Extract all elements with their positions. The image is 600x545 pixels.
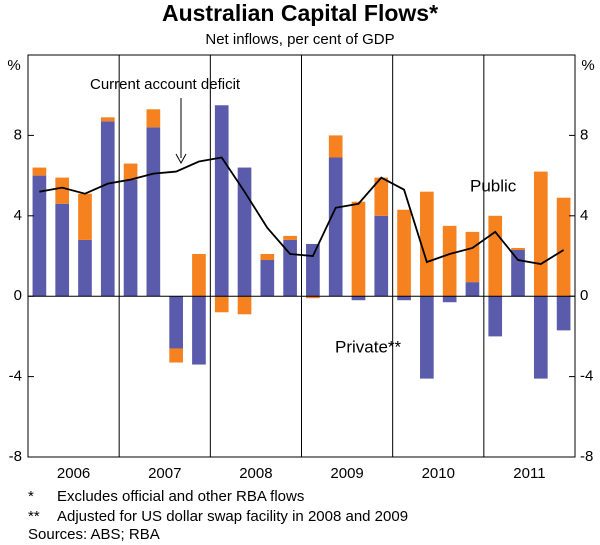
bar	[192, 253, 206, 297]
x-tick-label: 2007	[148, 465, 181, 482]
bar	[397, 296, 411, 301]
bar	[420, 296, 434, 379]
bar	[306, 296, 320, 299]
bar	[306, 243, 320, 297]
bar	[78, 239, 92, 297]
public-label: Public	[470, 176, 517, 195]
bar	[283, 235, 297, 240]
bar	[260, 260, 275, 297]
bar	[374, 177, 389, 216]
y2-tick-label: 4	[580, 207, 588, 224]
bar	[146, 109, 161, 128]
bar	[55, 177, 70, 204]
y2-tick-label: 0	[580, 287, 588, 304]
bar	[556, 296, 571, 331]
bar	[442, 296, 457, 303]
bar	[465, 231, 480, 283]
bar	[123, 163, 138, 180]
y-unit-label: %	[7, 57, 20, 74]
bar	[32, 175, 47, 297]
bar	[533, 296, 548, 379]
chart-subtitle: Net inflows, per cent of GDP	[205, 31, 394, 48]
note-mark: *	[28, 488, 34, 505]
bar	[78, 193, 92, 240]
bar	[214, 105, 229, 297]
bar	[192, 296, 206, 365]
y-tick-label: 0	[14, 287, 22, 304]
annotation-arrowhead	[175, 153, 187, 165]
bar	[488, 215, 503, 297]
bar	[146, 127, 161, 297]
bar	[32, 167, 47, 176]
bar	[488, 296, 503, 337]
bar	[100, 121, 115, 297]
bar	[420, 191, 434, 297]
plot-frame	[27, 54, 576, 458]
y-tick-label: 4	[14, 207, 22, 224]
bar	[556, 197, 571, 297]
y2-tick-label: -8	[580, 448, 593, 465]
bar	[533, 171, 548, 297]
note-text: Excludes official and other RBA flows	[57, 488, 304, 505]
bar	[374, 215, 389, 297]
bar	[237, 167, 252, 297]
x-tick-label: 2009	[330, 465, 363, 482]
y2-unit-label: %	[581, 57, 594, 74]
bar	[214, 296, 229, 313]
bar	[123, 179, 138, 297]
bar	[351, 201, 366, 297]
bar	[169, 348, 183, 363]
bar	[397, 209, 411, 297]
bar	[169, 296, 183, 349]
bar	[100, 117, 115, 122]
bar	[465, 282, 480, 297]
y2-tick-label: -4	[580, 368, 593, 385]
bar	[260, 253, 275, 261]
bar	[328, 157, 343, 297]
sources: Sources: ABS; RBA	[28, 526, 160, 543]
x-tick-label: 2011	[513, 465, 545, 482]
bar	[442, 225, 457, 297]
plot-area: 2006 2007 2008 2009 2010 2011 -8 -8 -4 -4 0 0 4 4 8 8	[9, 54, 593, 482]
x-tick-label: 2006	[57, 465, 90, 482]
line-annotation: Current account deficit	[90, 76, 241, 93]
note-mark: **	[28, 508, 40, 525]
bar	[55, 203, 70, 297]
y-tick-label: -4	[9, 368, 22, 385]
y2-tick-label: 8	[580, 126, 588, 143]
y-tick-label: 8	[14, 126, 22, 143]
bar	[511, 249, 525, 297]
x-tick-label: 2008	[239, 465, 272, 482]
y-tick-label: -8	[9, 448, 22, 465]
bar	[328, 135, 343, 158]
note-text: Adjusted for US dollar swap facility in …	[57, 508, 408, 525]
bar	[237, 296, 252, 315]
bar	[511, 247, 525, 250]
x-tick-label: 2010	[422, 465, 455, 482]
private-label: Private**	[335, 337, 402, 356]
bar	[351, 296, 366, 301]
chart-title: Australian Capital Flows*	[162, 0, 438, 26]
